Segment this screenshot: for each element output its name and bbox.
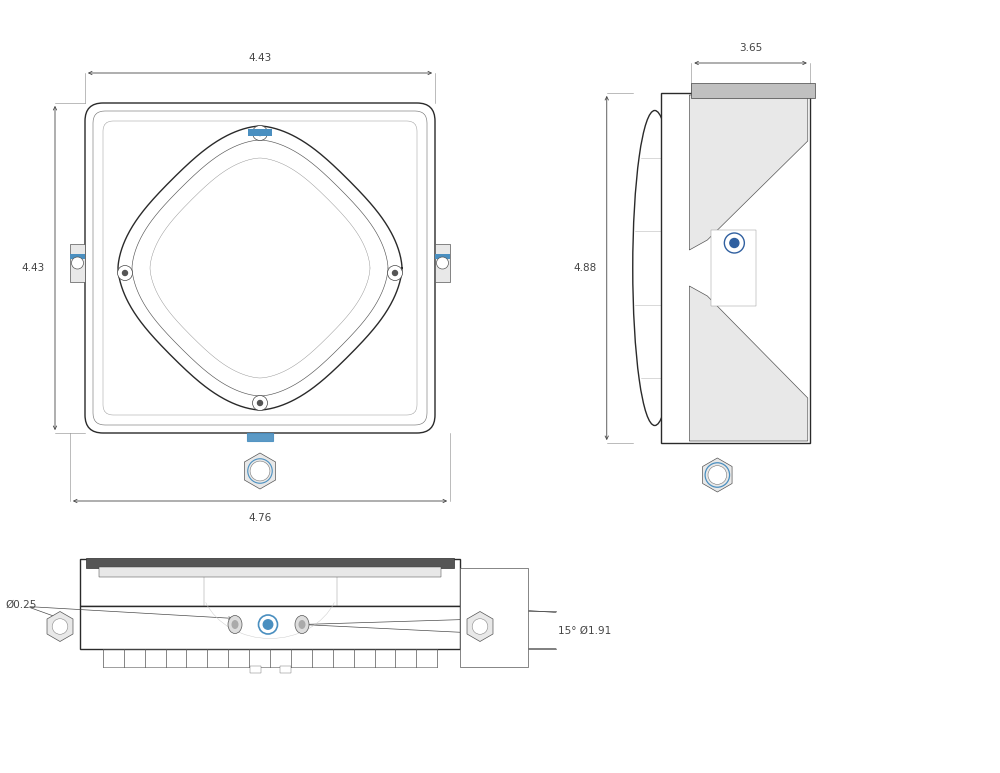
Bar bbox=[435, 244, 450, 282]
Bar bbox=[86, 558, 454, 568]
Bar bbox=[247, 433, 273, 441]
Ellipse shape bbox=[295, 615, 309, 634]
Circle shape bbox=[253, 125, 268, 141]
Bar bbox=[661, 93, 810, 443]
Polygon shape bbox=[689, 95, 808, 250]
Text: 4.43: 4.43 bbox=[22, 263, 45, 273]
Bar bbox=[80, 606, 460, 649]
Circle shape bbox=[253, 396, 268, 410]
Text: 15° Ø1.91: 15° Ø1.91 bbox=[558, 625, 611, 635]
FancyBboxPatch shape bbox=[103, 121, 417, 415]
Bar bbox=[248, 129, 272, 136]
Circle shape bbox=[393, 271, 398, 275]
Circle shape bbox=[472, 618, 488, 635]
Bar bbox=[691, 83, 815, 98]
Circle shape bbox=[258, 400, 263, 406]
Circle shape bbox=[388, 265, 403, 281]
Polygon shape bbox=[118, 126, 402, 410]
Circle shape bbox=[258, 131, 263, 135]
Bar bbox=[70, 244, 85, 282]
Polygon shape bbox=[689, 286, 808, 441]
Text: 4.76: 4.76 bbox=[248, 513, 272, 523]
FancyBboxPatch shape bbox=[85, 103, 435, 433]
Bar bbox=[460, 568, 528, 667]
Text: 4.88: 4.88 bbox=[574, 263, 597, 273]
Ellipse shape bbox=[633, 111, 677, 425]
Circle shape bbox=[263, 620, 273, 629]
Polygon shape bbox=[132, 140, 388, 396]
Bar bbox=[99, 567, 441, 577]
Polygon shape bbox=[467, 611, 493, 642]
Bar bbox=[711, 230, 756, 306]
Circle shape bbox=[708, 465, 727, 485]
Ellipse shape bbox=[232, 620, 239, 629]
Polygon shape bbox=[244, 453, 276, 489]
Polygon shape bbox=[703, 458, 732, 492]
Text: Ø0.25: Ø0.25 bbox=[5, 600, 36, 609]
Circle shape bbox=[118, 265, 133, 281]
Bar bbox=[280, 666, 291, 673]
Bar bbox=[435, 254, 450, 259]
Bar bbox=[80, 559, 460, 606]
Circle shape bbox=[250, 461, 270, 481]
Text: 4.43: 4.43 bbox=[248, 53, 272, 63]
Bar bbox=[70, 254, 85, 259]
Polygon shape bbox=[47, 611, 73, 642]
Circle shape bbox=[259, 615, 278, 634]
Circle shape bbox=[730, 239, 739, 247]
Circle shape bbox=[72, 257, 84, 269]
Circle shape bbox=[123, 271, 128, 275]
Ellipse shape bbox=[299, 620, 306, 629]
Circle shape bbox=[52, 618, 68, 635]
Text: 3.65: 3.65 bbox=[739, 43, 762, 53]
FancyBboxPatch shape bbox=[93, 111, 427, 425]
Circle shape bbox=[724, 233, 744, 253]
Ellipse shape bbox=[228, 615, 242, 634]
Bar bbox=[250, 666, 261, 673]
Circle shape bbox=[437, 257, 449, 269]
